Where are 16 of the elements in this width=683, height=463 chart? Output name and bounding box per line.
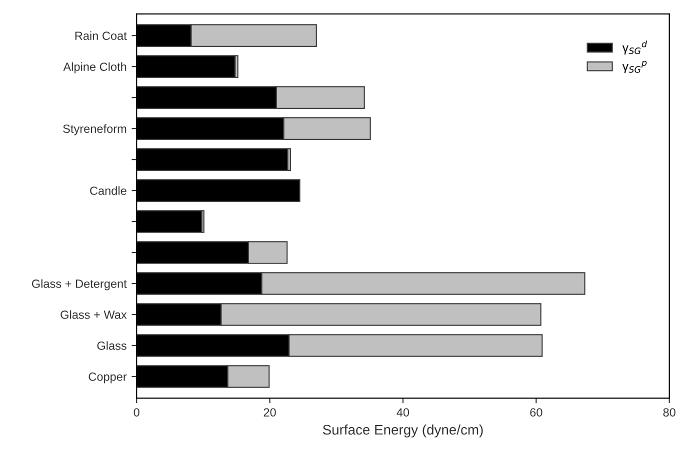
y-tick-label: Glass + Detergent	[32, 279, 127, 290]
legend-label: γ$_{SG}$$^{d}$	[622, 40, 648, 55]
legend-label: γ$_{SG}$$^{p}$	[622, 60, 647, 74]
y-tick-label: Styreneform	[63, 124, 126, 136]
y-tick-label: Glass	[97, 341, 126, 350]
x-tick-label: 40	[396, 408, 410, 417]
y-tick-label: Rain Coat	[75, 31, 127, 40]
y-tick-label: Copper	[88, 372, 127, 384]
x-tick-label: 80	[663, 408, 676, 417]
y-tick-label: Candle	[90, 186, 126, 195]
x-tick-label: 20	[264, 408, 276, 417]
x-tick-label: 0	[134, 408, 140, 417]
y-tick-label: Alpine Cloth	[63, 62, 126, 74]
x-tick-label: 60	[530, 408, 542, 417]
y-tick-label: Glass + Wax	[60, 310, 127, 319]
x-axis-title: Surface Energy (dyne/cm)	[322, 424, 483, 438]
